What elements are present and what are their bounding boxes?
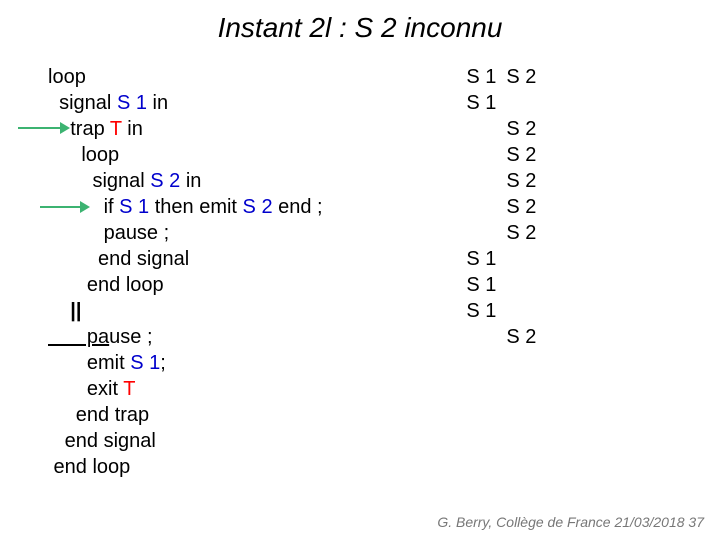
code-line: exit T — [48, 376, 446, 402]
signal-name: S 1 — [119, 196, 149, 218]
code-line: end trap — [48, 402, 446, 428]
status-row: S 2 — [466, 220, 720, 246]
code-line: || — [48, 298, 446, 324]
content-area: loop signal S 1 in trap T in loop signal… — [0, 44, 720, 480]
arrow-icon — [18, 127, 68, 129]
code-block: loop signal S 1 in trap T in loop signal… — [0, 64, 446, 480]
status-row: S 1 — [466, 298, 720, 324]
status-row: S 2 — [466, 168, 720, 194]
code-line: pause ; — [48, 220, 446, 246]
signal-name: S 1 — [130, 352, 160, 374]
arrow-icon — [40, 206, 88, 208]
signal-name: S 2 — [150, 170, 180, 192]
status-s1: S 1 — [466, 64, 506, 90]
signal-status-column: S 1S 2 S 1 S 2 S 2 S 2 S 2 S 2 S 1 S 1 S… — [446, 64, 720, 480]
signal-name: S 2 — [243, 196, 273, 218]
code-line: trap T in — [48, 116, 446, 142]
status-s2: S 2 — [506, 324, 546, 350]
status-s2: S 2 — [506, 142, 546, 168]
code-line: end loop — [48, 454, 446, 480]
status-row: S 1S 2 — [466, 64, 720, 90]
status-s1: S 1 — [466, 90, 506, 116]
trap-name: T — [123, 378, 135, 400]
status-row: S 1 — [466, 246, 720, 272]
status-s1: S 1 — [466, 298, 506, 324]
status-row: S 2 — [466, 324, 720, 350]
status-s2: S 2 — [506, 194, 546, 220]
code-line: pause ; — [48, 324, 446, 350]
code-line: loop — [48, 64, 446, 90]
trap-name: T — [110, 118, 122, 140]
status-s1: S 1 — [466, 246, 506, 272]
code-line: emit S 1; — [48, 350, 446, 376]
signal-name: S 1 — [117, 92, 147, 114]
footer-text: G. Berry, Collège de France 21/03/2018 3… — [437, 514, 704, 530]
code-line: signal S 1 in — [48, 90, 446, 116]
code-line: signal S 2 in — [48, 168, 446, 194]
status-s1: S 1 — [466, 272, 506, 298]
status-row: S 2 — [466, 194, 720, 220]
slide-title: Instant 2l : S 2 inconnu — [0, 0, 720, 44]
code-line: loop — [48, 142, 446, 168]
status-row: S 2 — [466, 142, 720, 168]
code-line: if S 1 then emit S 2 end ; — [48, 194, 446, 220]
status-s2: S 2 — [506, 64, 546, 90]
status-s2: S 2 — [506, 168, 546, 194]
code-line: end loop — [48, 272, 446, 298]
status-row: S 1 — [466, 90, 720, 116]
code-line: end signal — [48, 246, 446, 272]
code-line: end signal — [48, 428, 446, 454]
pause-underline: pa — [48, 326, 109, 348]
status-s2: S 2 — [506, 116, 546, 142]
status-row: S 2 — [466, 116, 720, 142]
status-s2: S 2 — [506, 220, 546, 246]
status-row: S 1 — [466, 272, 720, 298]
